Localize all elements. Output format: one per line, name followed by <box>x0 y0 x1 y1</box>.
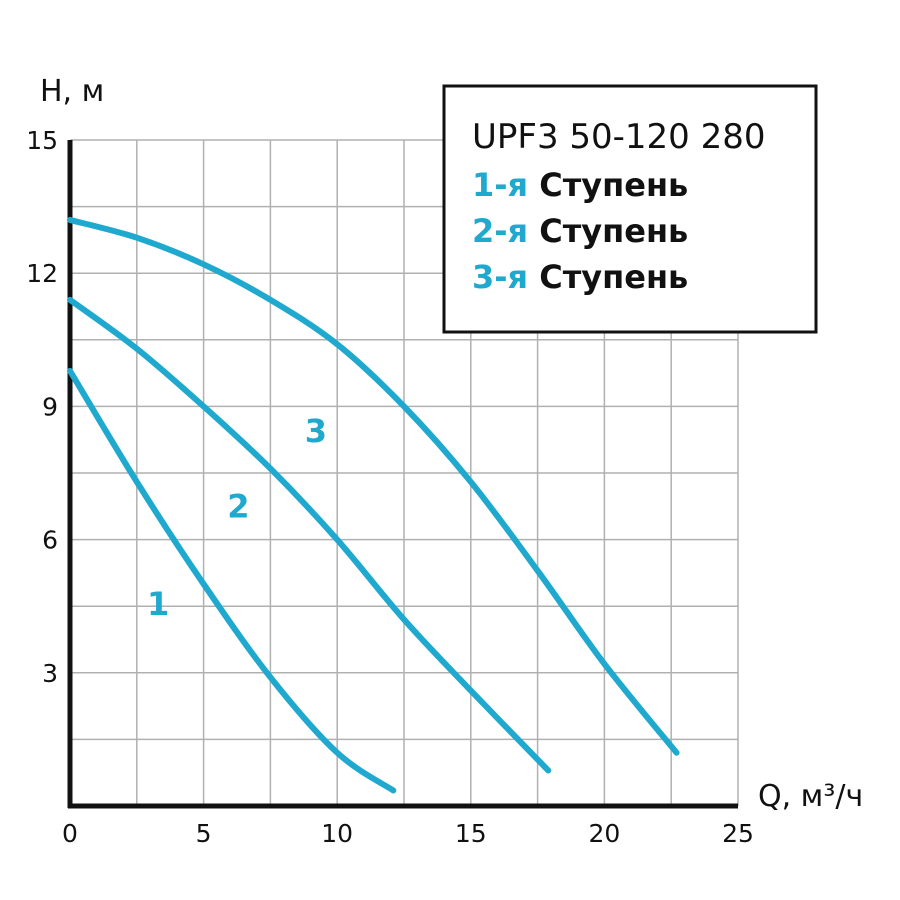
x-tick-label: 15 <box>455 819 487 848</box>
curve-label-2: 2 <box>227 487 249 525</box>
legend-entry-word: Ступень <box>539 166 688 204</box>
curves <box>67 216 680 794</box>
y-axis-label: H, м <box>40 74 104 109</box>
legend-entry-number: 3-я <box>472 258 539 296</box>
y-tick-label: 9 <box>42 392 58 421</box>
y-tick-label: 3 <box>42 659 58 688</box>
curve-label-3: 3 <box>305 412 327 450</box>
curve-3 <box>67 216 680 756</box>
y-tick-label: 12 <box>26 259 58 288</box>
legend-entry-word: Ступень <box>539 258 688 296</box>
legend-title: UPF3 50-120 280 <box>472 117 766 157</box>
legend-entry-2: 2-я Ступень <box>472 212 688 250</box>
curve-1 <box>67 367 397 794</box>
y-tick-label: 6 <box>42 526 58 555</box>
y-tick-label: 15 <box>26 126 58 155</box>
legend-box <box>442 84 818 334</box>
x-axis-label: Q, м³/ч <box>758 779 863 814</box>
y-tick-labels: 3 6 9 12 15 <box>26 126 58 688</box>
legend-entry-word: Ступень <box>539 212 688 250</box>
x-tick-label: 0 <box>62 819 78 848</box>
legend-entry-3: 3-я Ступень <box>472 258 688 296</box>
curve-2 <box>67 296 552 774</box>
x-tick-label: 25 <box>722 819 754 848</box>
x-tick-label: 20 <box>588 819 620 848</box>
x-tick-labels: 0 5 10 15 20 25 <box>62 819 754 848</box>
x-tick-label: 5 <box>196 819 212 848</box>
axes <box>67 140 738 809</box>
legend-entry-number: 2-я <box>472 212 539 250</box>
legend-entry-number: 1-я <box>472 166 539 204</box>
curve-label-1: 1 <box>147 585 169 623</box>
legend-entry-1: 1-я Ступень <box>472 166 688 204</box>
x-tick-label: 10 <box>321 819 353 848</box>
curve-labels: 1 2 3 <box>147 412 327 623</box>
